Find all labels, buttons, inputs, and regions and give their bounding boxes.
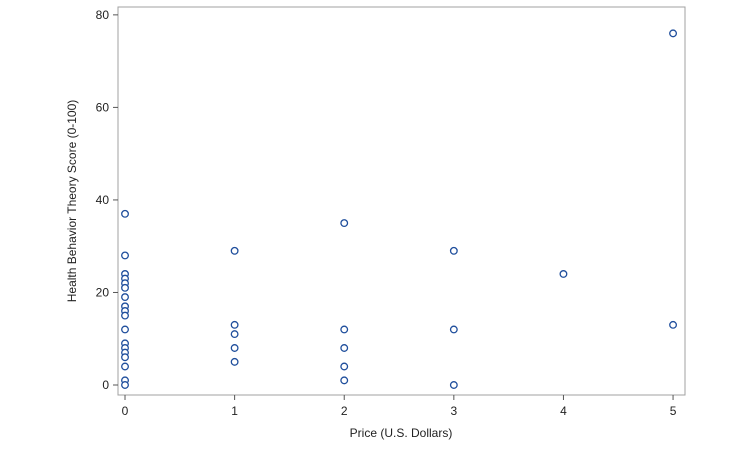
y-tick-label: 80	[96, 8, 110, 22]
y-axis-label: Health Behavior Theory Score (0-100)	[65, 100, 79, 303]
point	[230, 344, 239, 352]
y-tick-label: 20	[96, 285, 110, 299]
y-tick-label: 40	[96, 193, 110, 207]
point	[121, 209, 129, 218]
point	[340, 325, 349, 334]
point	[559, 270, 568, 278]
point	[449, 325, 458, 334]
x-tick-label: 4	[560, 404, 567, 418]
point	[449, 246, 458, 255]
point	[121, 325, 129, 334]
point	[121, 283, 129, 292]
point	[340, 219, 349, 228]
point	[121, 311, 129, 320]
point	[121, 251, 129, 260]
point	[121, 353, 129, 362]
point	[669, 29, 678, 38]
point	[230, 357, 239, 366]
point	[230, 320, 239, 329]
point	[230, 330, 239, 339]
point	[340, 344, 349, 352]
point	[121, 293, 129, 302]
x-tick-label: 0	[122, 404, 129, 418]
point	[121, 362, 129, 371]
y-tick-label: 60	[96, 100, 110, 114]
x-tick-label: 5	[670, 404, 677, 418]
plot-frame	[117, 6, 686, 396]
point	[669, 320, 678, 329]
point	[449, 381, 458, 389]
y-tick-label: 0	[102, 378, 109, 392]
x-tick-label: 1	[231, 404, 238, 418]
point	[230, 246, 239, 255]
x-tick-label: 3	[450, 404, 457, 418]
point	[121, 381, 129, 389]
x-axis-label: Price (U.S. Dollars)	[350, 426, 453, 440]
point	[340, 362, 349, 371]
x-tick-label: 2	[341, 404, 348, 418]
point	[340, 376, 349, 385]
